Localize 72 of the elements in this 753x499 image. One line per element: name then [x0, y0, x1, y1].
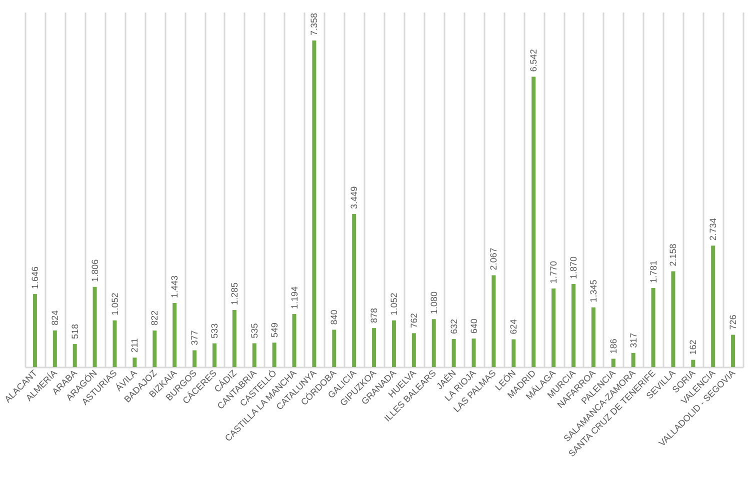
bar — [292, 314, 296, 367]
data-label: 632 — [448, 318, 459, 334]
bar — [372, 328, 376, 367]
bar — [192, 350, 197, 367]
bar — [472, 338, 476, 367]
bar — [132, 358, 137, 367]
bar — [152, 330, 157, 367]
bar — [272, 342, 276, 367]
bar — [532, 76, 536, 367]
bar — [731, 334, 736, 367]
data-label: 1.770 — [548, 260, 559, 284]
data-label: 2.158 — [668, 244, 678, 266]
data-label: 162 — [688, 340, 698, 355]
bar — [711, 246, 716, 367]
data-label: 3.449 — [349, 186, 360, 209]
data-label: 317 — [628, 332, 638, 348]
bar — [691, 360, 696, 367]
data-label: 726 — [728, 314, 738, 330]
bar — [392, 320, 396, 367]
data-label: 878 — [369, 308, 380, 324]
data-label: 1.052 — [110, 292, 120, 316]
bar — [631, 352, 636, 367]
data-label: 7.358 — [309, 12, 320, 36]
data-label: 1.345 — [588, 280, 598, 302]
bar — [591, 307, 596, 367]
bar — [571, 284, 576, 367]
data-label: 1.443 — [170, 275, 180, 298]
bar — [32, 294, 37, 367]
data-label: 518 — [70, 324, 80, 340]
bar — [452, 338, 456, 367]
bar — [172, 302, 177, 367]
bar — [232, 310, 236, 367]
data-label: 640 — [468, 318, 479, 334]
data-label: 1.781 — [648, 260, 658, 283]
bar — [412, 333, 416, 367]
data-label: 533 — [209, 323, 220, 338]
data-label: 1.806 — [90, 259, 100, 282]
bar — [312, 40, 316, 367]
data-label: 840 — [329, 310, 340, 325]
data-label: 1.080 — [428, 292, 439, 314]
data-label: 1.285 — [229, 282, 240, 305]
bar — [492, 275, 496, 367]
bar — [252, 343, 256, 367]
bar — [552, 288, 556, 367]
data-label: 624 — [508, 319, 519, 334]
data-label: 1.870 — [568, 256, 578, 280]
data-label: 822 — [150, 310, 160, 326]
bar — [92, 286, 97, 367]
bar — [352, 214, 356, 367]
bar — [212, 343, 216, 367]
data-label: 211 — [130, 338, 140, 353]
data-label: 1.194 — [289, 286, 300, 310]
bar — [52, 330, 57, 367]
bar — [72, 344, 77, 367]
data-label: 535 — [249, 323, 260, 338]
bar — [671, 271, 676, 367]
data-label: 6.542 — [528, 49, 539, 72]
data-label: 1.646 — [30, 266, 40, 289]
data-label: 1.052 — [388, 292, 399, 316]
bar — [432, 319, 436, 367]
bar — [611, 358, 616, 367]
data-label: 824 — [50, 310, 60, 326]
bar — [651, 288, 656, 367]
bar — [332, 330, 336, 367]
bar — [112, 320, 117, 367]
data-label: 377 — [190, 330, 200, 346]
data-label: 762 — [408, 313, 419, 328]
data-label: 2.734 — [708, 218, 718, 241]
data-label: 549 — [269, 322, 280, 338]
data-label: 2.067 — [488, 248, 499, 270]
data-label: 186 — [608, 338, 618, 354]
bar — [512, 339, 516, 367]
